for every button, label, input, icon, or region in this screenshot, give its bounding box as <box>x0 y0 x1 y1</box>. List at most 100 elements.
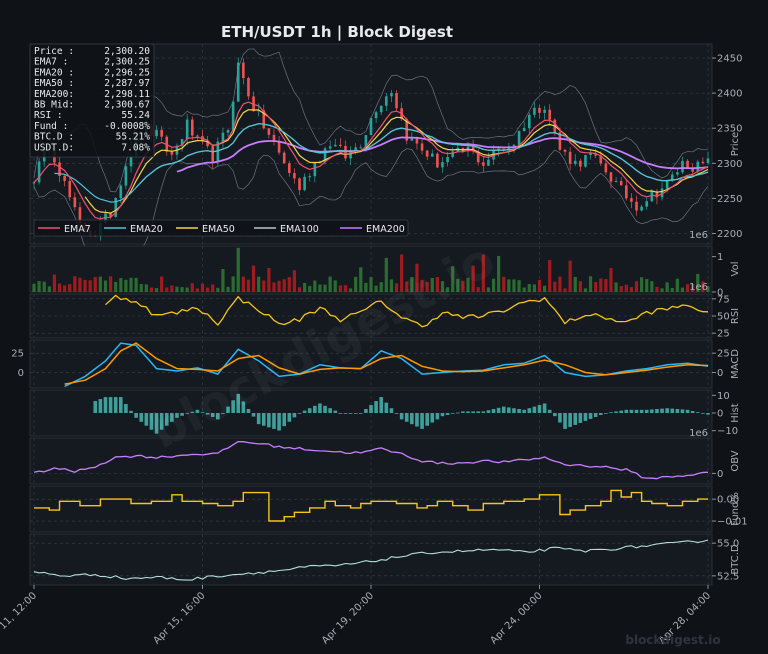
info-box-key: Price : <box>34 46 74 57</box>
candle-body <box>425 150 429 157</box>
volume-bar <box>665 282 669 292</box>
volume-bar <box>614 282 618 292</box>
volume-bar <box>445 287 450 292</box>
legend-box <box>33 219 409 237</box>
candle-body <box>640 206 643 211</box>
histogram-bar <box>277 413 281 431</box>
candle-body <box>303 176 306 191</box>
histogram-bar <box>680 409 685 413</box>
volume-bar <box>364 282 368 292</box>
histogram-bar <box>512 408 516 413</box>
volume-bar <box>73 276 77 292</box>
volume-bar <box>645 278 649 292</box>
legend-label: EMA20 <box>130 224 163 235</box>
histogram-bar <box>430 413 435 423</box>
candle-body <box>670 174 674 181</box>
volume-bar <box>680 287 685 292</box>
x-tick-label: Apr 15, 16:00 <box>151 590 207 646</box>
histogram-bar <box>292 413 297 418</box>
histogram-bar <box>655 409 659 413</box>
candle-body <box>58 162 61 176</box>
candle-body <box>701 161 705 163</box>
candle-body <box>78 207 82 223</box>
volume-bar <box>68 284 72 292</box>
histogram-bar <box>333 410 338 413</box>
tick-label-vol: 0 <box>717 288 723 299</box>
histogram-bar <box>639 409 644 413</box>
volume-bar <box>389 279 394 292</box>
histogram-bar <box>302 410 307 413</box>
candle-body <box>594 153 597 156</box>
histogram-bar <box>588 413 593 419</box>
axis-label-btcd: BTC.D <box>730 544 741 575</box>
histogram-bar <box>425 413 429 426</box>
volume-bar <box>63 285 67 292</box>
volume-bar <box>410 277 414 292</box>
tick-label-rsi: 25 <box>717 329 730 340</box>
volume-bar <box>374 285 378 292</box>
histogram-bar <box>261 413 266 426</box>
tick-label-vol: 1 <box>717 252 723 263</box>
candle-body <box>236 62 240 102</box>
histogram-bar <box>93 401 98 413</box>
candle-body <box>354 147 357 151</box>
signal-line <box>64 342 709 385</box>
volume-bar <box>394 283 399 292</box>
volume-bar <box>609 268 613 292</box>
volume-bar <box>175 286 179 292</box>
histogram-bar <box>103 397 108 413</box>
volume-bar <box>588 276 593 292</box>
candle-body <box>497 148 500 151</box>
volume-bar <box>211 284 215 292</box>
info-box-value: 2,300.67 <box>104 100 150 111</box>
histogram-bar <box>343 413 348 414</box>
volume-bar <box>471 265 475 292</box>
candle-body <box>257 110 260 112</box>
histogram-bar <box>598 413 603 415</box>
candle-body <box>119 185 123 199</box>
histogram-bar <box>542 403 547 413</box>
volume-bar <box>583 288 588 292</box>
histogram-bar <box>466 411 470 413</box>
volume-bar <box>78 277 82 292</box>
rsi-line <box>105 294 709 328</box>
histogram-bar <box>481 411 486 413</box>
tick-label-price: 2450 <box>717 54 742 65</box>
volume-bar <box>532 284 536 292</box>
histogram-bar <box>108 397 113 413</box>
volume-bar <box>420 279 424 292</box>
volume-bar <box>93 277 97 292</box>
candle-body <box>68 180 72 198</box>
volume-bar <box>318 284 322 292</box>
histogram-bar <box>461 411 465 413</box>
candle-body <box>655 191 659 198</box>
histogram-bar <box>379 397 384 413</box>
histogram-bar <box>399 413 404 420</box>
volume-bar <box>405 281 409 292</box>
volume-bar <box>282 279 286 292</box>
histogram-bar <box>154 413 159 434</box>
info-box <box>29 43 155 158</box>
legend-label: EMA7 <box>64 224 91 235</box>
volume-bar <box>190 283 194 292</box>
histogram-bar <box>98 399 103 413</box>
volume-bar <box>599 278 603 292</box>
candle-body <box>522 128 526 132</box>
histogram-bar <box>547 409 552 413</box>
volume-bar <box>660 288 664 292</box>
histogram-bar <box>486 410 491 413</box>
histogram-bar <box>415 413 419 427</box>
volume-bar <box>553 281 557 292</box>
candle-body <box>527 114 531 129</box>
volume-bar <box>313 280 317 292</box>
volume-bar <box>573 276 577 292</box>
histogram-bar <box>568 413 572 427</box>
candle-body <box>333 144 337 147</box>
volume-bar <box>359 267 363 292</box>
volume-bar <box>537 279 542 292</box>
candle-body <box>369 118 373 136</box>
volume-bar <box>486 287 491 292</box>
histogram-bar <box>200 412 205 414</box>
volume-bar <box>226 286 230 292</box>
